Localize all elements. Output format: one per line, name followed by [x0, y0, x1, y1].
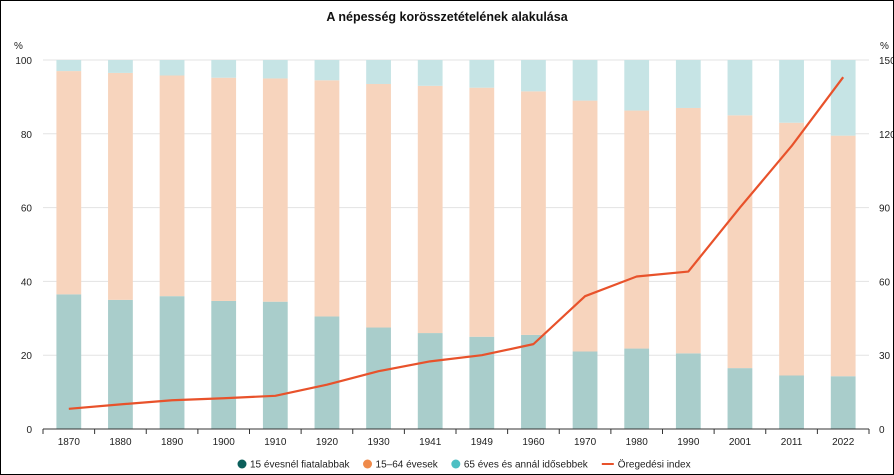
legend-item-1: 15 évesnél fiatalabbak — [237, 459, 351, 471]
bar-segment-1-2022 — [830, 376, 856, 429]
bar-segment-2-1880 — [108, 72, 133, 300]
right-tick-label: 120 — [879, 130, 893, 141]
legend-item-2: 15–64 évesek — [363, 459, 439, 471]
left-tick-label: 40 — [21, 277, 33, 288]
bar-segment-2-1980 — [624, 110, 650, 349]
legend-dot-marker — [451, 459, 461, 469]
bar-segment-3-1880 — [108, 60, 133, 73]
right-tick-label: 90 — [879, 204, 891, 215]
x-tick-label: 1870 — [58, 437, 81, 448]
bar-segment-2-2001 — [727, 115, 753, 369]
bar-segment-1-1880 — [108, 299, 133, 429]
bar-segment-2-2022 — [830, 135, 856, 377]
left-tick-label: 80 — [21, 130, 33, 141]
bar-segment-3-1970 — [572, 60, 598, 101]
bar-segment-2-1870 — [56, 71, 82, 295]
x-tick-label: 1949 — [471, 437, 494, 448]
bar-segment-1-1941 — [417, 333, 443, 429]
legend: 15 évesnél fiatalabbak 15–64 évesek 65 éve… — [237, 459, 691, 471]
bar-segment-3-1990 — [675, 60, 701, 108]
bar-segment-2-1930 — [366, 83, 391, 328]
bar-segment-2-1890 — [159, 75, 185, 297]
bar-segment-3-1890 — [159, 60, 185, 76]
legend-label: Öregedési index — [618, 459, 691, 471]
bar-segment-1-1870 — [56, 294, 82, 429]
x-tick-label: 2011 — [781, 437, 803, 448]
bar-segment-1-1970 — [572, 351, 598, 429]
line-series-path — [68, 76, 845, 410]
bar-segment-2-1920 — [314, 80, 340, 317]
x-tick-label: 2022 — [832, 437, 855, 448]
x-tick-label: 1980 — [626, 437, 649, 448]
bar-segment-1-1900 — [211, 300, 237, 429]
x-tick-label: 2001 — [729, 437, 752, 448]
bar-segment-2-2011 — [779, 122, 804, 376]
bar-segment-3-1870 — [56, 60, 82, 72]
bar-segment-1-1910 — [262, 301, 288, 429]
legend-item-3: 65 éves és annál idősebbek — [451, 459, 589, 471]
x-tick-label: 1910 — [264, 437, 287, 448]
bar-segment-2-1949 — [469, 87, 495, 337]
right-tick-label: 150 — [879, 56, 893, 67]
bar-segment-1-1920 — [314, 316, 340, 429]
bar-segment-3-2011 — [779, 60, 804, 123]
x-tick-label: 1900 — [213, 437, 236, 448]
bar-segment-1-1980 — [624, 348, 650, 429]
bar-segment-1-1949 — [469, 336, 495, 429]
aging-index-line — [68, 76, 845, 410]
bar-segment-2-1910 — [262, 78, 288, 302]
bar-segment-3-1941 — [417, 60, 443, 86]
bar-segment-3-2022 — [830, 60, 856, 136]
x-tick-label: 1970 — [574, 437, 597, 448]
bar-segment-2-1970 — [572, 100, 598, 352]
bar-segment-2-1941 — [417, 85, 443, 334]
right-axis-unit: % — [880, 41, 889, 52]
x-tick-label: 1960 — [522, 437, 545, 448]
bar-segment-1-2001 — [727, 368, 753, 429]
x-tick-label: 1941 — [419, 437, 442, 448]
right-tick-label: 30 — [879, 351, 891, 362]
x-tick-label: 1920 — [316, 437, 339, 448]
x-tick-label: 1880 — [109, 437, 132, 448]
left-tick-label: 100 — [15, 56, 32, 67]
bar-segment-3-2001 — [727, 60, 753, 116]
left-tick-label: 20 — [21, 351, 33, 362]
x-tick-label: 1890 — [161, 437, 184, 448]
bar-segment-3-1920 — [314, 60, 340, 81]
bar-segment-1-1990 — [675, 353, 701, 429]
legend-label: 15 évesnél fiatalabbak — [250, 460, 351, 471]
x-tick-label: 1930 — [367, 437, 390, 448]
legend-label: 15–64 évesek — [376, 460, 439, 471]
chart-title: A népesség korösszetételének alakulása — [326, 10, 568, 24]
bar-segment-3-1900 — [211, 60, 237, 78]
bar-segment-1-2011 — [779, 375, 804, 429]
legend-dot-marker — [363, 459, 373, 469]
legend-item-4: Öregedési index — [601, 459, 691, 471]
legend-dot-marker — [237, 459, 247, 469]
bar-segment-1-1890 — [159, 296, 185, 429]
bar-segment-3-1930 — [366, 60, 391, 84]
x-tick-label: 1990 — [677, 437, 700, 448]
left-tick-label: 60 — [21, 204, 33, 215]
left-axis-unit: % — [14, 41, 23, 52]
right-tick-label: 60 — [879, 277, 891, 288]
right-tick-label: 0 — [879, 425, 885, 436]
bar-segment-1-1930 — [366, 327, 391, 429]
bar-segment-3-1910 — [262, 60, 288, 79]
stacked-bars — [56, 60, 856, 429]
axes: 0 20 40 60 80 100 0 30 60 90 120 150 1870 1880 1890 190… — [15, 56, 893, 448]
bar-segment-3-1960 — [521, 60, 546, 92]
left-tick-label: 0 — [26, 425, 32, 436]
bar-segment-2-1960 — [521, 91, 546, 335]
bar-segment-2-1990 — [675, 107, 701, 354]
bar-segment-2-1900 — [211, 77, 237, 301]
legend-label: 65 éves és annál idősebbek — [464, 460, 589, 471]
bar-segment-3-1949 — [469, 60, 495, 88]
bar-segment-3-1980 — [624, 60, 650, 111]
bar-segment-1-1960 — [521, 334, 546, 429]
